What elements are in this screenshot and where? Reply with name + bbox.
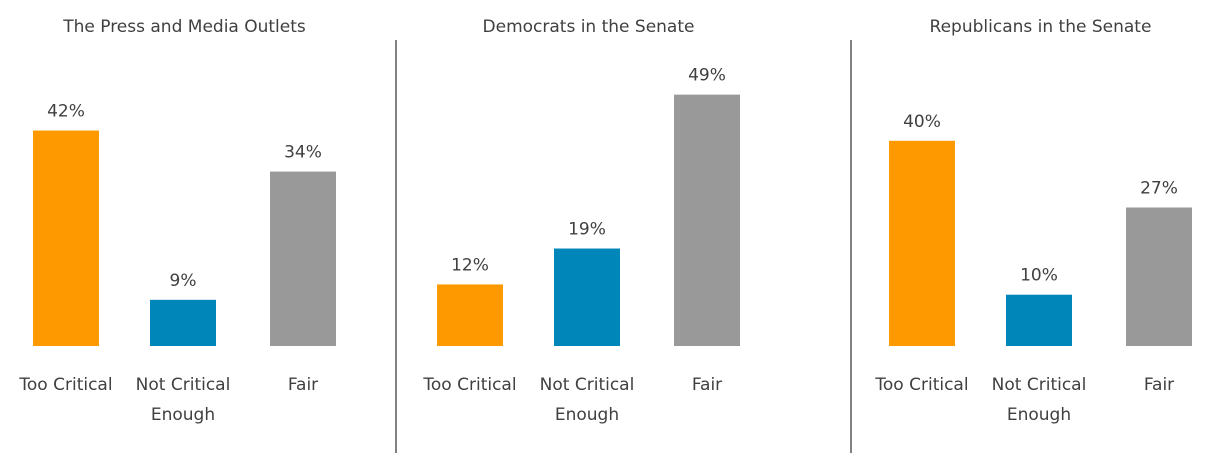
data-label: 34% — [284, 143, 322, 163]
category-label: Not Critical Enough — [992, 375, 1087, 425]
chart-panel-2: Democrats in the Senate 12% Too Critical 19… — [422, 17, 740, 425]
category-label: Not Critical Enough — [540, 375, 635, 425]
bar — [889, 140, 955, 346]
chart-title: Republicans in the Senate — [930, 17, 1152, 37]
bar — [674, 94, 740, 346]
category-label-line: Fair — [288, 375, 318, 395]
category-label-line: Too Critical — [422, 375, 516, 395]
category-label: Too Critical — [18, 375, 112, 395]
chart-title: Democrats in the Senate — [483, 17, 695, 37]
data-label: 49% — [688, 66, 726, 86]
category-label-line: Enough — [1007, 405, 1071, 425]
category-label: Too Critical — [422, 375, 516, 395]
panels: The Press and Media Outlets 42% Too Critic… — [18, 17, 1192, 425]
category-label-line: Fair — [1144, 375, 1174, 395]
category-label-line: Too Critical — [874, 375, 968, 395]
bar — [554, 248, 620, 346]
category-label-line: Too Critical — [18, 375, 112, 395]
chart-panel-3: Republicans in the Senate 40% Too Critical… — [874, 17, 1192, 425]
category-label-line: Fair — [692, 375, 722, 395]
bar — [437, 284, 503, 346]
category-label-line: Not Critical — [136, 375, 231, 395]
chart-panel-1: The Press and Media Outlets 42% Too Critic… — [18, 17, 336, 425]
data-label: 27% — [1140, 178, 1178, 198]
category-label: Fair — [1144, 375, 1174, 395]
bar — [150, 299, 216, 346]
category-label-line: Enough — [151, 405, 215, 425]
category-label: Fair — [288, 375, 318, 395]
category-label: Not Critical Enough — [136, 375, 231, 425]
data-label: 40% — [903, 112, 941, 132]
category-label-line: Not Critical — [992, 375, 1087, 395]
bar — [270, 171, 336, 346]
bar — [1126, 207, 1192, 346]
bar — [33, 130, 99, 346]
category-label: Too Critical — [874, 375, 968, 395]
chart-title: The Press and Media Outlets — [62, 17, 306, 37]
category-label: Fair — [692, 375, 722, 395]
data-label: 42% — [47, 102, 85, 122]
data-label: 10% — [1020, 266, 1058, 286]
data-label: 9% — [170, 271, 197, 291]
category-label-line: Enough — [555, 405, 619, 425]
data-label: 19% — [568, 220, 606, 240]
data-label: 12% — [451, 255, 489, 275]
category-label-line: Not Critical — [540, 375, 635, 395]
bar — [1006, 294, 1072, 346]
